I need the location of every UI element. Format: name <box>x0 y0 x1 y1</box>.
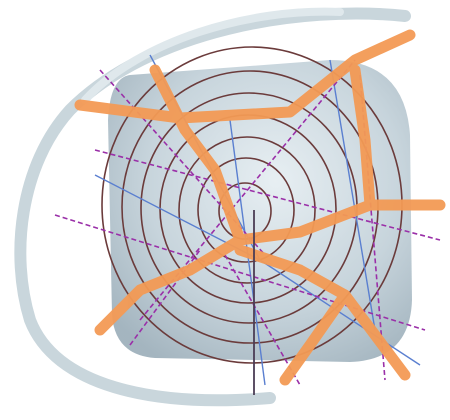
background-swoosh <box>14 7 411 407</box>
road <box>74 29 416 124</box>
blue-line <box>329 59 376 331</box>
road <box>234 244 411 381</box>
ring <box>197 157 295 263</box>
road <box>279 289 351 386</box>
orange-roads <box>74 29 446 386</box>
dashed-line <box>224 254 301 386</box>
road <box>94 234 246 336</box>
road <box>234 199 446 246</box>
road <box>149 64 246 246</box>
dashed-line <box>99 69 266 256</box>
dashed-line <box>94 149 441 241</box>
road <box>349 64 376 211</box>
blue-line <box>259 259 421 366</box>
ring <box>178 136 316 284</box>
